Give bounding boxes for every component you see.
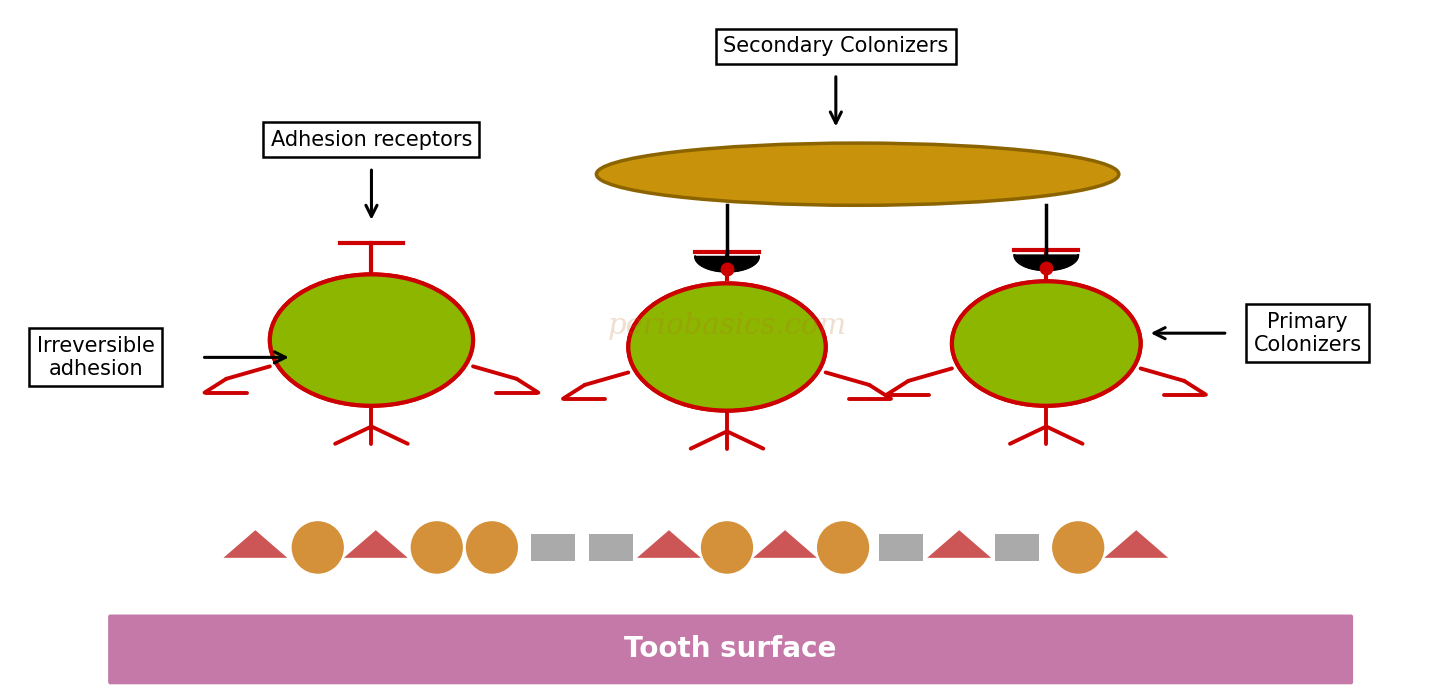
Text: Primary
Colonizers: Primary Colonizers xyxy=(1253,312,1361,355)
Ellipse shape xyxy=(952,281,1140,406)
Text: Tooth surface: Tooth surface xyxy=(624,636,838,663)
Polygon shape xyxy=(753,530,817,558)
Ellipse shape xyxy=(1053,521,1105,574)
Text: Adhesion receptors: Adhesion receptors xyxy=(270,130,473,150)
Ellipse shape xyxy=(952,281,1140,406)
Ellipse shape xyxy=(270,274,473,406)
Ellipse shape xyxy=(465,521,518,574)
Polygon shape xyxy=(345,530,407,558)
FancyBboxPatch shape xyxy=(996,534,1040,561)
Polygon shape xyxy=(928,530,992,558)
Ellipse shape xyxy=(410,521,462,574)
Polygon shape xyxy=(695,257,759,271)
FancyBboxPatch shape xyxy=(880,534,923,561)
FancyBboxPatch shape xyxy=(531,534,574,561)
Text: periobasics.com: periobasics.com xyxy=(608,312,846,340)
Ellipse shape xyxy=(701,521,753,574)
FancyBboxPatch shape xyxy=(108,614,1354,684)
Ellipse shape xyxy=(596,143,1118,205)
Polygon shape xyxy=(1015,255,1079,270)
Polygon shape xyxy=(224,530,288,558)
Ellipse shape xyxy=(628,283,826,411)
Ellipse shape xyxy=(628,283,826,411)
FancyBboxPatch shape xyxy=(589,534,632,561)
Ellipse shape xyxy=(270,274,473,406)
Ellipse shape xyxy=(817,521,869,574)
Polygon shape xyxy=(1105,530,1168,558)
Text: Secondary Colonizers: Secondary Colonizers xyxy=(723,36,948,56)
Text: Irreversible
adhesion: Irreversible adhesion xyxy=(36,336,154,379)
Polygon shape xyxy=(637,530,701,558)
Ellipse shape xyxy=(292,521,345,574)
